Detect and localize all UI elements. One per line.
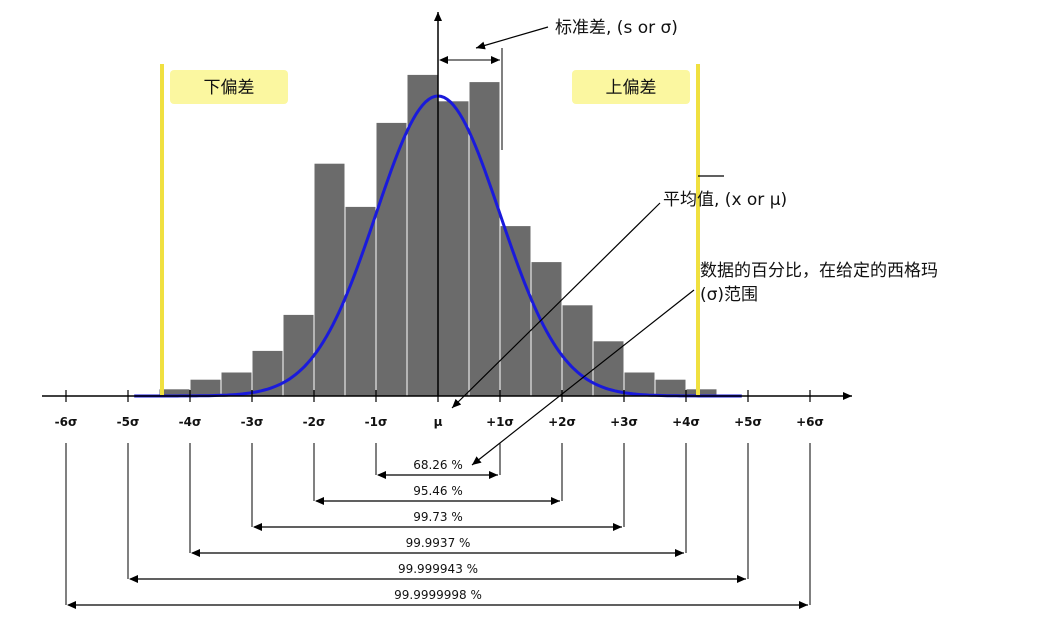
histogram-bar xyxy=(282,313,315,397)
percent-annotation-line2: (σ)范围 xyxy=(700,285,758,305)
axis-tick-label: -5σ xyxy=(117,415,140,429)
lower-deviation-box: 下偏差 xyxy=(170,70,288,104)
coverage-label: 99.73 % xyxy=(413,510,463,524)
axis-tick-label: +4σ xyxy=(672,415,700,429)
histogram-bar xyxy=(189,378,222,397)
upper-deviation-box: 上偏差 xyxy=(572,70,690,104)
coverage-label: 99.999943 % xyxy=(398,562,478,576)
lower-deviation-label: 下偏差 xyxy=(204,78,255,98)
histogram-bar xyxy=(375,121,408,397)
percent-annotation-line1: 数据的百分比，在给定的西格玛 xyxy=(700,261,938,281)
mean-annotation: 平均值, (x or μ) xyxy=(663,190,787,210)
axis-tick-label: +1σ xyxy=(486,415,514,429)
histogram-bar xyxy=(468,81,501,397)
coverage-label: 99.9999998 % xyxy=(394,588,482,602)
percent-pointer xyxy=(471,289,695,466)
histogram-bar xyxy=(561,304,594,397)
std-dev-annotation: 标准差, (s or σ) xyxy=(555,18,678,38)
mean-pointer xyxy=(451,202,661,409)
axis-tick-label: +6σ xyxy=(796,415,824,429)
axis-tick-label: +3σ xyxy=(610,415,638,429)
axis-tick-label: +5σ xyxy=(734,415,762,429)
histogram-bar xyxy=(499,225,532,397)
axis-tick-label: -3σ xyxy=(241,415,264,429)
coverage-label: 99.9937 % xyxy=(406,536,471,550)
histogram-bar xyxy=(437,100,470,397)
axis-tick-label: -4σ xyxy=(179,415,202,429)
upper-deviation-label: 上偏差 xyxy=(606,78,657,98)
axis-ticks: -6σ -5σ -4σ -3σ -2σ -1σ μ +1σ +2σ +3σ +4σ +5σ +6σ xyxy=(55,390,824,605)
coverage-label: 68.26 % xyxy=(413,458,463,472)
histogram-bar xyxy=(220,371,253,397)
axis-tick-label: -6σ xyxy=(55,415,78,429)
histogram-bar xyxy=(313,162,346,397)
coverage-label: 95.46 % xyxy=(413,484,463,498)
axis-tick-label: +2σ xyxy=(548,415,576,429)
coverage-ranges: 68.26 % 95.46 % 99.73 % 99.9937 % 99.999943 … xyxy=(67,458,808,609)
axis-tick-label: -2σ xyxy=(303,415,326,429)
histogram-bar xyxy=(406,73,439,397)
std-dev-pointer xyxy=(475,26,549,50)
histogram-bars xyxy=(158,73,718,397)
axis-tick-label: -1σ xyxy=(365,415,388,429)
histogram-bar xyxy=(344,205,377,397)
histogram-bar xyxy=(654,378,687,397)
axis-tick-label: μ xyxy=(434,415,443,429)
